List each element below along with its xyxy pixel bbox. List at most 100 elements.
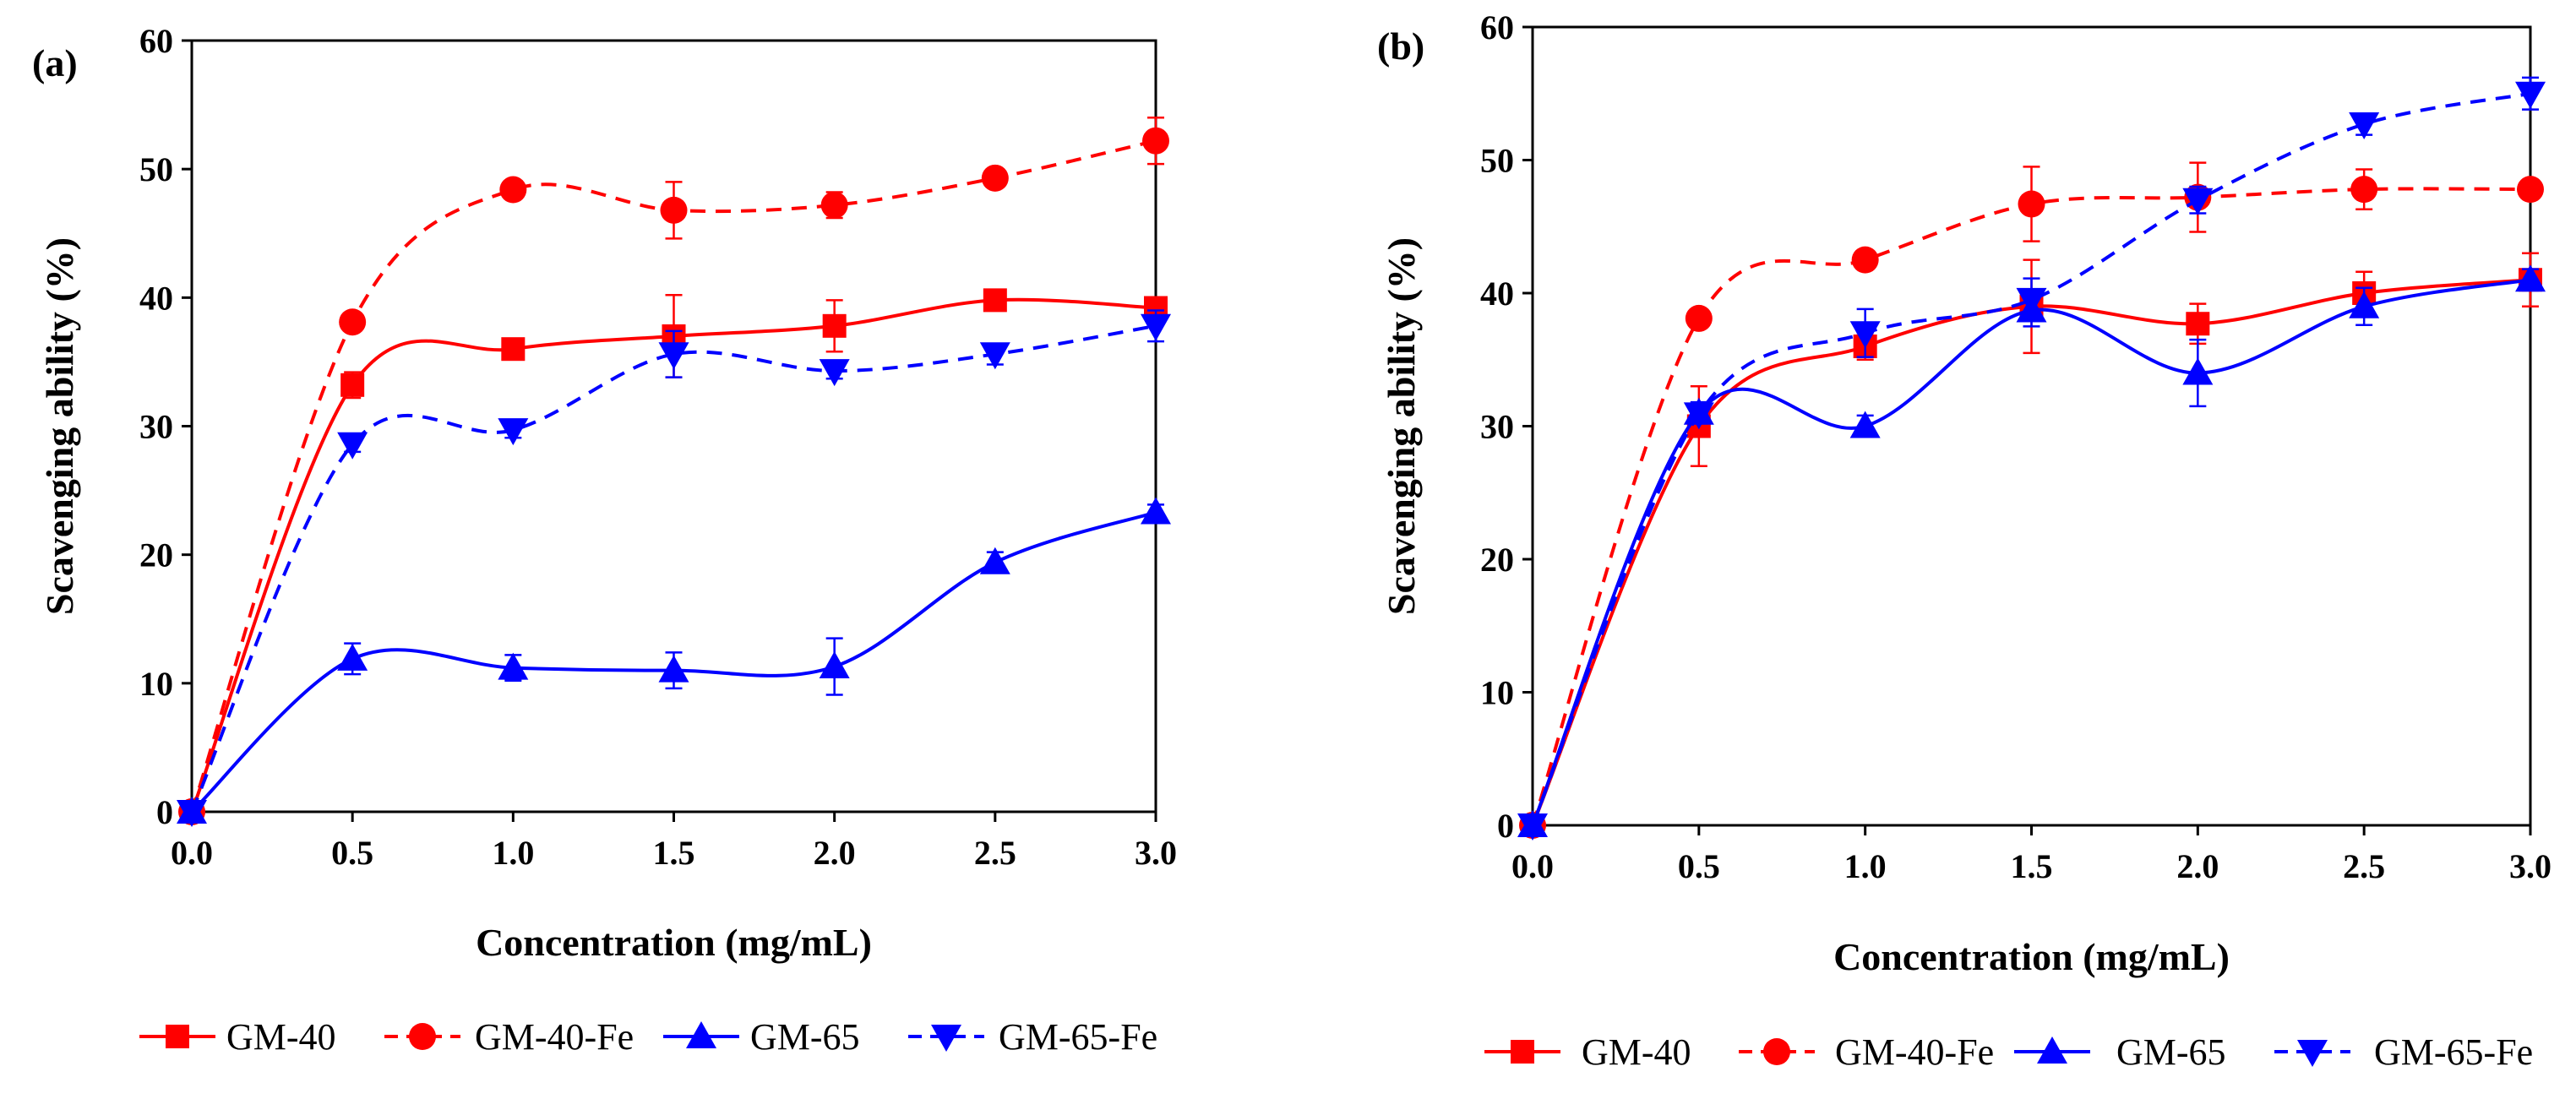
data-point <box>2182 188 2214 215</box>
x-tick-label: 0.0 <box>171 834 213 872</box>
data-point <box>337 643 368 671</box>
x-tick-label: 1.0 <box>1844 847 1887 885</box>
legend-marker <box>2297 1040 2328 1067</box>
series-gm-40 <box>1521 252 2542 837</box>
series-line <box>190 297 1157 813</box>
x-tick-label: 2.5 <box>974 834 1016 872</box>
data-point <box>1851 246 1879 274</box>
y-tick-label: 0 <box>1497 807 1514 845</box>
y-tick-label: 20 <box>139 536 173 574</box>
chart-panel-b: (b) 0.0 0.5 1.0 1.5 2.0 2.5 3.0 0 10 20 30 40 50 60 Con… <box>1377 8 2551 1073</box>
data-point <box>660 196 688 224</box>
data-point <box>177 800 207 827</box>
x-tick-label: 0.0 <box>1511 847 1554 885</box>
x-tick-label: 2.0 <box>2176 847 2219 885</box>
data-point <box>981 164 1009 192</box>
y-tick-label: 60 <box>1480 8 1514 46</box>
y-tick-label: 0 <box>156 793 173 831</box>
plot-frame <box>1531 25 2532 827</box>
chart-panel-a: (a) 0.0 0.5 1.0 1.5 2.0 2.5 3.0 0 10 20 30 40 50 60 Con… <box>32 22 1177 1058</box>
y-axis-title: Scavenging ability (%) <box>38 237 81 615</box>
data-point <box>1685 304 1713 332</box>
legend-marker <box>2037 1036 2067 1064</box>
legend-marker <box>166 1025 189 1048</box>
y-tick-label: 10 <box>1480 674 1514 712</box>
x-tick-label: 1.5 <box>2011 847 2053 885</box>
legend-label: GM-65-Fe <box>2374 1031 2533 1073</box>
data-point <box>498 418 529 446</box>
data-point <box>979 547 1010 574</box>
data-point <box>501 337 526 362</box>
data-point <box>2182 357 2214 385</box>
data-point <box>2349 112 2380 139</box>
x-tick-label: 2.0 <box>814 834 856 872</box>
data-point <box>819 359 850 387</box>
legend-label: GM-65-Fe <box>999 1016 1157 1058</box>
data-point <box>658 655 689 683</box>
data-point <box>337 432 368 460</box>
series-gm-40-fe <box>178 117 1169 825</box>
series-line <box>190 324 1157 813</box>
x-tick-label: 3.0 <box>2509 847 2551 885</box>
series-line <box>1531 278 2531 826</box>
data-point <box>1141 313 1171 341</box>
y-tick-label: 20 <box>1480 541 1514 579</box>
data-point <box>658 342 689 370</box>
data-point <box>983 288 1007 313</box>
x-tick-label: 3.0 <box>1135 834 1177 872</box>
x-tick-label: 0.5 <box>331 834 373 872</box>
series-line <box>1531 278 2531 826</box>
legend-marker <box>686 1021 716 1048</box>
y-tick-label: 50 <box>139 150 173 188</box>
legend-marker <box>1763 1038 1790 1065</box>
data-point <box>499 176 527 204</box>
x-tick-label: 0.5 <box>1678 847 1720 885</box>
x-axis-title: Concentration (mg/mL) <box>1833 935 2230 978</box>
data-point <box>340 373 365 397</box>
data-point <box>339 308 367 336</box>
y-tick-label: 10 <box>139 665 173 703</box>
series-line <box>1531 187 2531 826</box>
data-point <box>2016 287 2047 315</box>
legend-label: GM-40 <box>1582 1031 1691 1073</box>
series-line <box>1531 91 2531 826</box>
data-point <box>2350 176 2378 204</box>
x-tick-label: 1.5 <box>653 834 695 872</box>
data-point <box>498 652 529 680</box>
data-point <box>1517 813 1548 841</box>
legend-marker <box>931 1025 961 1052</box>
series-gm-65-fe <box>177 309 1171 827</box>
series-gm-65 <box>177 497 1171 824</box>
data-point <box>2515 264 2546 292</box>
data-point <box>1141 497 1171 525</box>
legend: GM-40 GM-40-Fe GM-65 GM-65-Fe <box>1484 1031 2533 1073</box>
y-axis-title: Scavenging ability (%) <box>1380 237 1423 615</box>
legend-label: GM-65 <box>750 1016 860 1058</box>
data-point <box>1683 402 1714 430</box>
panel-label: (b) <box>1377 24 1424 68</box>
y-tick-label: 60 <box>139 22 173 60</box>
y-tick-label: 30 <box>139 408 173 446</box>
legend-marker <box>409 1023 436 1050</box>
x-tick-label: 2.5 <box>2343 847 2385 885</box>
panel-label: (a) <box>32 41 78 84</box>
data-point <box>1849 411 1881 438</box>
legend-label: GM-40 <box>226 1016 336 1058</box>
y-tick-label: 30 <box>1480 408 1514 446</box>
plot-frame <box>190 39 1157 813</box>
legend: GM-40 GM-40-Fe GM-65 GM-65-Fe <box>139 1016 1157 1058</box>
y-tick-label: 40 <box>139 279 173 317</box>
data-point <box>2349 291 2380 318</box>
series-line <box>190 139 1157 813</box>
legend-label: GM-40-Fe <box>475 1016 634 1058</box>
legend-marker <box>1511 1040 1534 1064</box>
x-axis-title: Concentration (mg/mL) <box>476 921 872 964</box>
x-tick-label: 1.0 <box>492 834 534 872</box>
y-tick-label: 50 <box>1480 142 1514 180</box>
legend-label: GM-65 <box>2116 1031 2226 1073</box>
legend-label: GM-40-Fe <box>1835 1031 1994 1073</box>
data-point <box>1849 321 1881 349</box>
data-point <box>1142 127 1169 155</box>
data-point <box>822 313 847 338</box>
